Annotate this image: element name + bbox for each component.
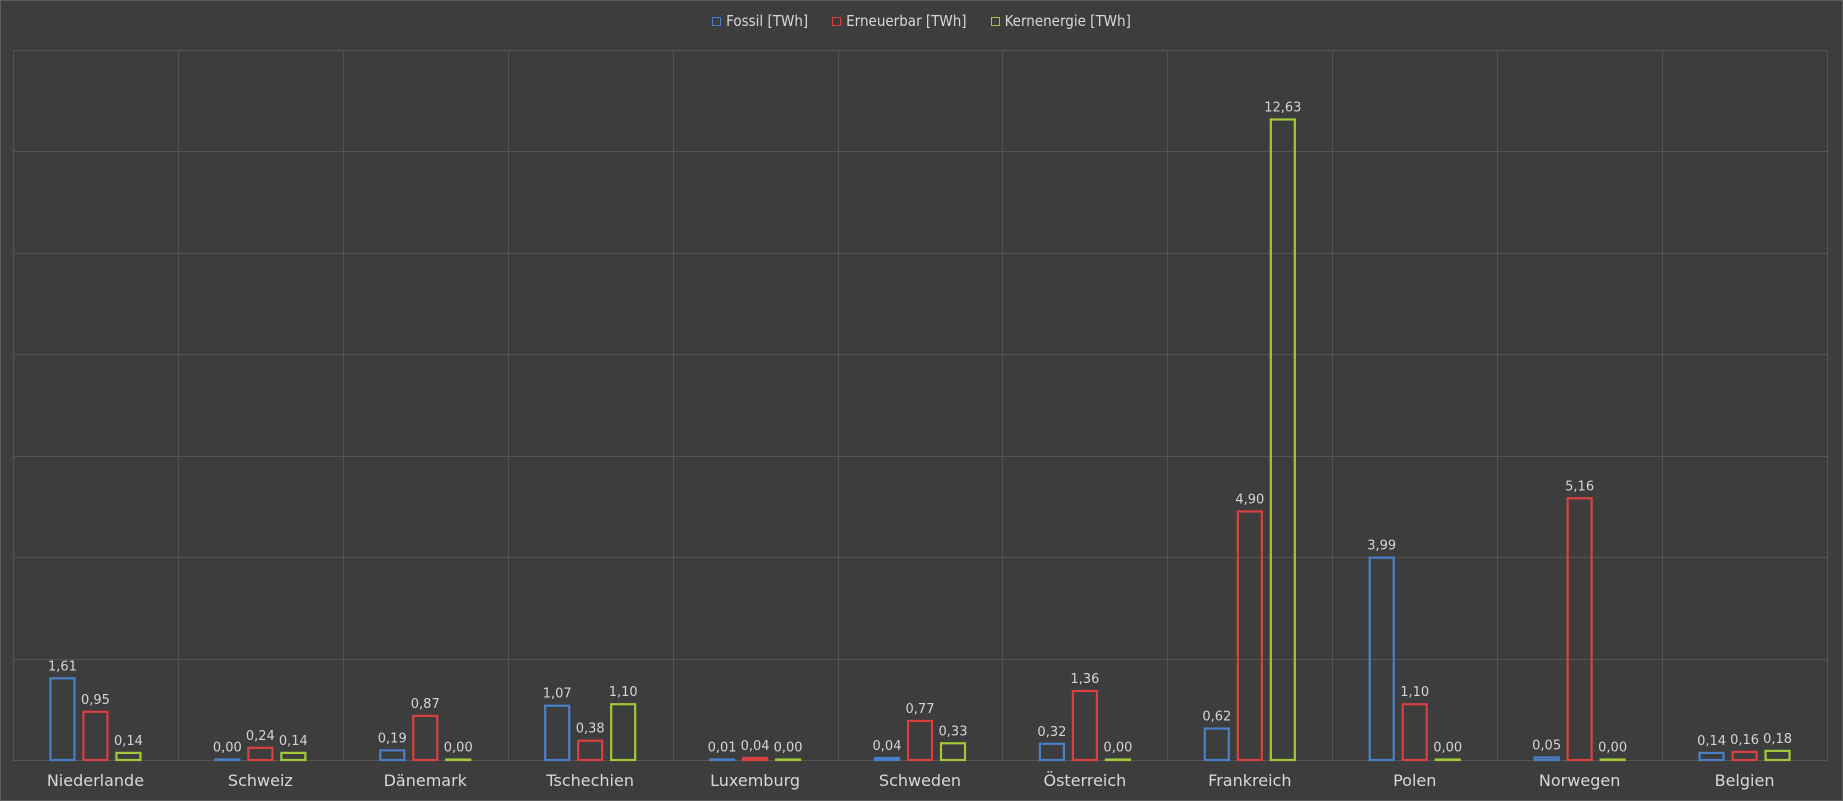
bar [1203, 727, 1230, 762]
bar [1566, 497, 1593, 762]
data-label: 0,33 [939, 724, 968, 739]
x-tick-label: Frankreich [1208, 771, 1291, 790]
data-label: 0,00 [444, 741, 473, 756]
data-label: 0,04 [741, 739, 770, 754]
legend-item-fossil: Fossil [TWh] [712, 12, 808, 30]
x-tick-label: Dänemark [384, 771, 468, 790]
bar [708, 758, 736, 762]
legend-swatch-erneuerbar [832, 16, 842, 26]
chart-legend: Fossil [TWh] Erneuerbar [TWh] Kernenergi… [0, 12, 1843, 30]
legend-label-kernenergie: Kernenergie [TWh] [1004, 12, 1131, 30]
bar [1071, 689, 1099, 762]
bar [1269, 118, 1296, 762]
data-label: 0,14 [1697, 734, 1726, 749]
data-label: 4,90 [1235, 493, 1264, 508]
bar [214, 758, 241, 762]
bar [939, 742, 967, 762]
bar [1764, 749, 1791, 762]
data-label: 3,99 [1367, 539, 1396, 554]
data-label: 0,16 [1730, 733, 1759, 748]
bar [1434, 758, 1461, 762]
data-label: 0,62 [1202, 710, 1231, 725]
legend-swatch-kernenergie [990, 16, 1000, 26]
x-tick-label: Niederlande [47, 771, 144, 790]
data-label: 1,10 [1400, 685, 1429, 700]
x-tick-label: Schweiz [228, 771, 293, 790]
x-tick-label: Norwegen [1539, 771, 1620, 790]
legend-item-erneuerbar: Erneuerbar [TWh] [832, 12, 967, 30]
data-label: 0,32 [1037, 725, 1066, 740]
data-label: 0,01 [708, 740, 737, 755]
data-label: 1,10 [609, 685, 638, 700]
data-label: 1,36 [1070, 672, 1099, 687]
x-tick-label: Belgien [1715, 771, 1775, 790]
data-label: 1,61 [48, 659, 77, 674]
bar [1368, 556, 1395, 762]
bar [1533, 756, 1560, 762]
data-label: 0,00 [774, 741, 803, 756]
legend-label-erneuerbar: Erneuerbar [TWh] [846, 12, 967, 30]
data-label: 0,95 [81, 693, 110, 708]
bar [741, 756, 769, 762]
data-label: 5,16 [1565, 479, 1594, 494]
legend-label-fossil: Fossil [TWh] [726, 12, 809, 30]
data-label: 0,00 [1103, 741, 1132, 756]
bar [1401, 703, 1428, 762]
bar [1236, 510, 1263, 762]
data-label: 0,19 [378, 731, 407, 746]
data-label: 0,04 [873, 739, 902, 754]
bar [280, 751, 307, 762]
bar [1599, 758, 1626, 762]
bar [1731, 750, 1758, 762]
bar [577, 739, 604, 762]
data-label: 0,00 [1598, 741, 1627, 756]
bar [610, 703, 637, 762]
bar [873, 756, 901, 762]
data-label: 0,24 [246, 729, 275, 744]
bar [82, 710, 109, 762]
legend-item-kernenergie: Kernenergie [TWh] [990, 12, 1131, 30]
bar [247, 746, 274, 762]
bar [1104, 758, 1132, 762]
bar [379, 749, 406, 762]
bar [544, 704, 571, 762]
data-label: 0,18 [1763, 732, 1792, 747]
x-tick-label: Schweden [879, 771, 961, 790]
x-tick-label: Polen [1393, 771, 1436, 790]
data-label: 0,00 [213, 741, 242, 756]
bar [774, 758, 802, 762]
data-label: 0,38 [576, 722, 605, 737]
x-tick-label: Luxemburg [710, 771, 800, 790]
x-tick-label: Tschechien [545, 771, 634, 790]
bar [445, 758, 472, 762]
data-label: 1,07 [543, 687, 572, 702]
data-label: 12,63 [1264, 100, 1301, 115]
data-label: 0,05 [1532, 738, 1561, 753]
bar [412, 714, 439, 762]
x-tick-label: Österreich [1044, 771, 1127, 790]
data-label: 0,14 [114, 734, 143, 749]
bar [906, 719, 934, 762]
data-label: 0,87 [411, 697, 440, 712]
bar [1038, 742, 1066, 762]
data-label: 0,77 [906, 702, 935, 717]
bar [1698, 751, 1725, 762]
legend-swatch-fossil [712, 16, 722, 26]
bar [49, 677, 76, 762]
bar [115, 751, 142, 762]
data-label: 0,00 [1433, 741, 1462, 756]
data-label: 0,14 [279, 734, 308, 749]
